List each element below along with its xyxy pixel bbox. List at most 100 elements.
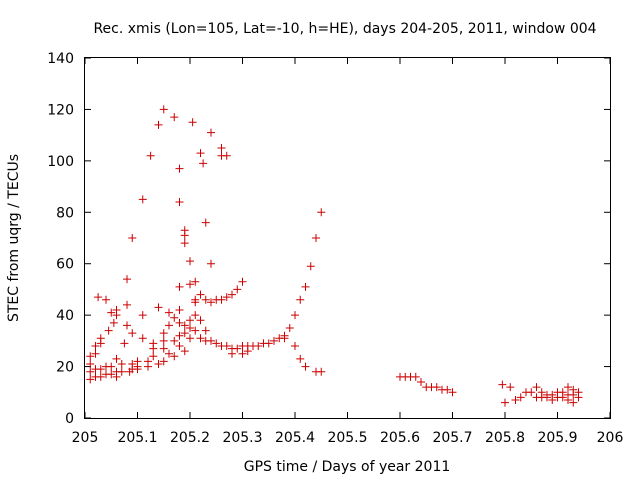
data-point	[128, 329, 137, 338]
data-point	[186, 257, 194, 266]
data-point	[180, 321, 189, 330]
data-point	[109, 318, 118, 327]
data-point	[306, 262, 315, 271]
data-point	[191, 311, 200, 320]
y-tick-label: 120	[47, 102, 74, 118]
data-point	[159, 329, 168, 338]
y-tick-label: 100	[47, 154, 74, 170]
data-point	[228, 290, 236, 299]
y-tick-label: 20	[56, 360, 74, 376]
data-point	[569, 398, 578, 407]
data-point	[165, 308, 173, 317]
data-point	[548, 396, 557, 404]
y-axis-label: STEC from uqrg / TECUs	[6, 154, 22, 322]
data-point	[175, 342, 184, 350]
data-point	[165, 349, 173, 358]
data-point	[133, 362, 142, 371]
x-tick-label: 205.6	[380, 430, 420, 446]
data-point	[154, 360, 163, 368]
data-point	[146, 151, 155, 160]
data-point	[228, 349, 236, 358]
x-tick-label: 205.4	[275, 430, 315, 446]
data-point	[291, 311, 299, 320]
data-point	[296, 354, 305, 363]
data-point	[443, 385, 452, 394]
data-point	[201, 218, 210, 227]
x-axis-label: GPS time / Days of year 2011	[244, 459, 451, 475]
data-point	[199, 159, 208, 168]
data-point	[291, 342, 299, 350]
y-tick-label: 0	[65, 411, 74, 427]
data-point	[207, 259, 215, 268]
data-point	[86, 360, 95, 368]
data-point	[96, 334, 105, 343]
data-point	[243, 347, 252, 356]
data-point	[170, 336, 179, 345]
data-point	[296, 295, 305, 304]
y-tick-label: 80	[56, 205, 74, 221]
data-point	[86, 375, 95, 384]
data-point	[501, 398, 509, 407]
data-points	[86, 105, 583, 407]
data-point	[254, 342, 263, 350]
y-tick-label: 140	[47, 51, 74, 67]
data-point	[212, 339, 221, 348]
data-point	[175, 318, 184, 327]
data-point	[207, 128, 215, 137]
data-point	[301, 282, 310, 291]
data-point	[270, 336, 278, 345]
data-point	[207, 298, 215, 307]
data-point	[96, 365, 105, 374]
data-point	[432, 383, 441, 392]
data-point	[138, 195, 147, 204]
data-point	[186, 324, 194, 332]
data-point	[564, 396, 572, 404]
data-point	[186, 316, 194, 325]
data-point	[188, 118, 197, 127]
data-point	[117, 360, 126, 368]
data-point	[175, 306, 184, 314]
data-point	[233, 285, 242, 294]
data-point	[91, 349, 100, 358]
data-point	[86, 352, 95, 361]
data-point	[285, 324, 294, 332]
data-point	[506, 383, 515, 392]
data-point	[128, 360, 137, 368]
data-point	[569, 390, 578, 399]
data-point	[222, 151, 231, 160]
data-point	[511, 396, 520, 404]
data-point	[543, 393, 551, 402]
x-tick-label: 205	[72, 430, 99, 446]
data-point	[159, 105, 168, 114]
data-point	[280, 334, 289, 343]
x-tick-label: 205.2	[170, 430, 210, 446]
data-point	[94, 293, 103, 302]
data-point	[159, 357, 168, 366]
data-point	[301, 362, 310, 371]
data-point	[233, 344, 242, 353]
data-point	[411, 372, 420, 381]
data-point	[417, 378, 425, 386]
data-point	[170, 113, 179, 122]
x-tick-label: 205.5	[327, 430, 367, 446]
data-point	[574, 393, 583, 402]
x-tick-label: 205.8	[485, 430, 525, 446]
axis-ticks	[84, 57, 611, 419]
data-point	[112, 372, 121, 381]
y-tick-label: 60	[56, 257, 74, 273]
data-point	[123, 321, 131, 330]
data-point	[96, 372, 105, 381]
data-point	[191, 326, 200, 335]
data-point	[165, 321, 173, 330]
data-point	[498, 380, 507, 389]
data-point	[107, 362, 116, 371]
data-point	[196, 316, 205, 325]
x-tick-label: 205.9	[537, 430, 577, 446]
data-point	[175, 198, 184, 206]
data-point	[196, 149, 205, 158]
data-point	[170, 313, 179, 322]
data-point	[149, 339, 158, 348]
x-tick-label: 205.1	[117, 430, 157, 446]
data-point	[120, 339, 129, 348]
